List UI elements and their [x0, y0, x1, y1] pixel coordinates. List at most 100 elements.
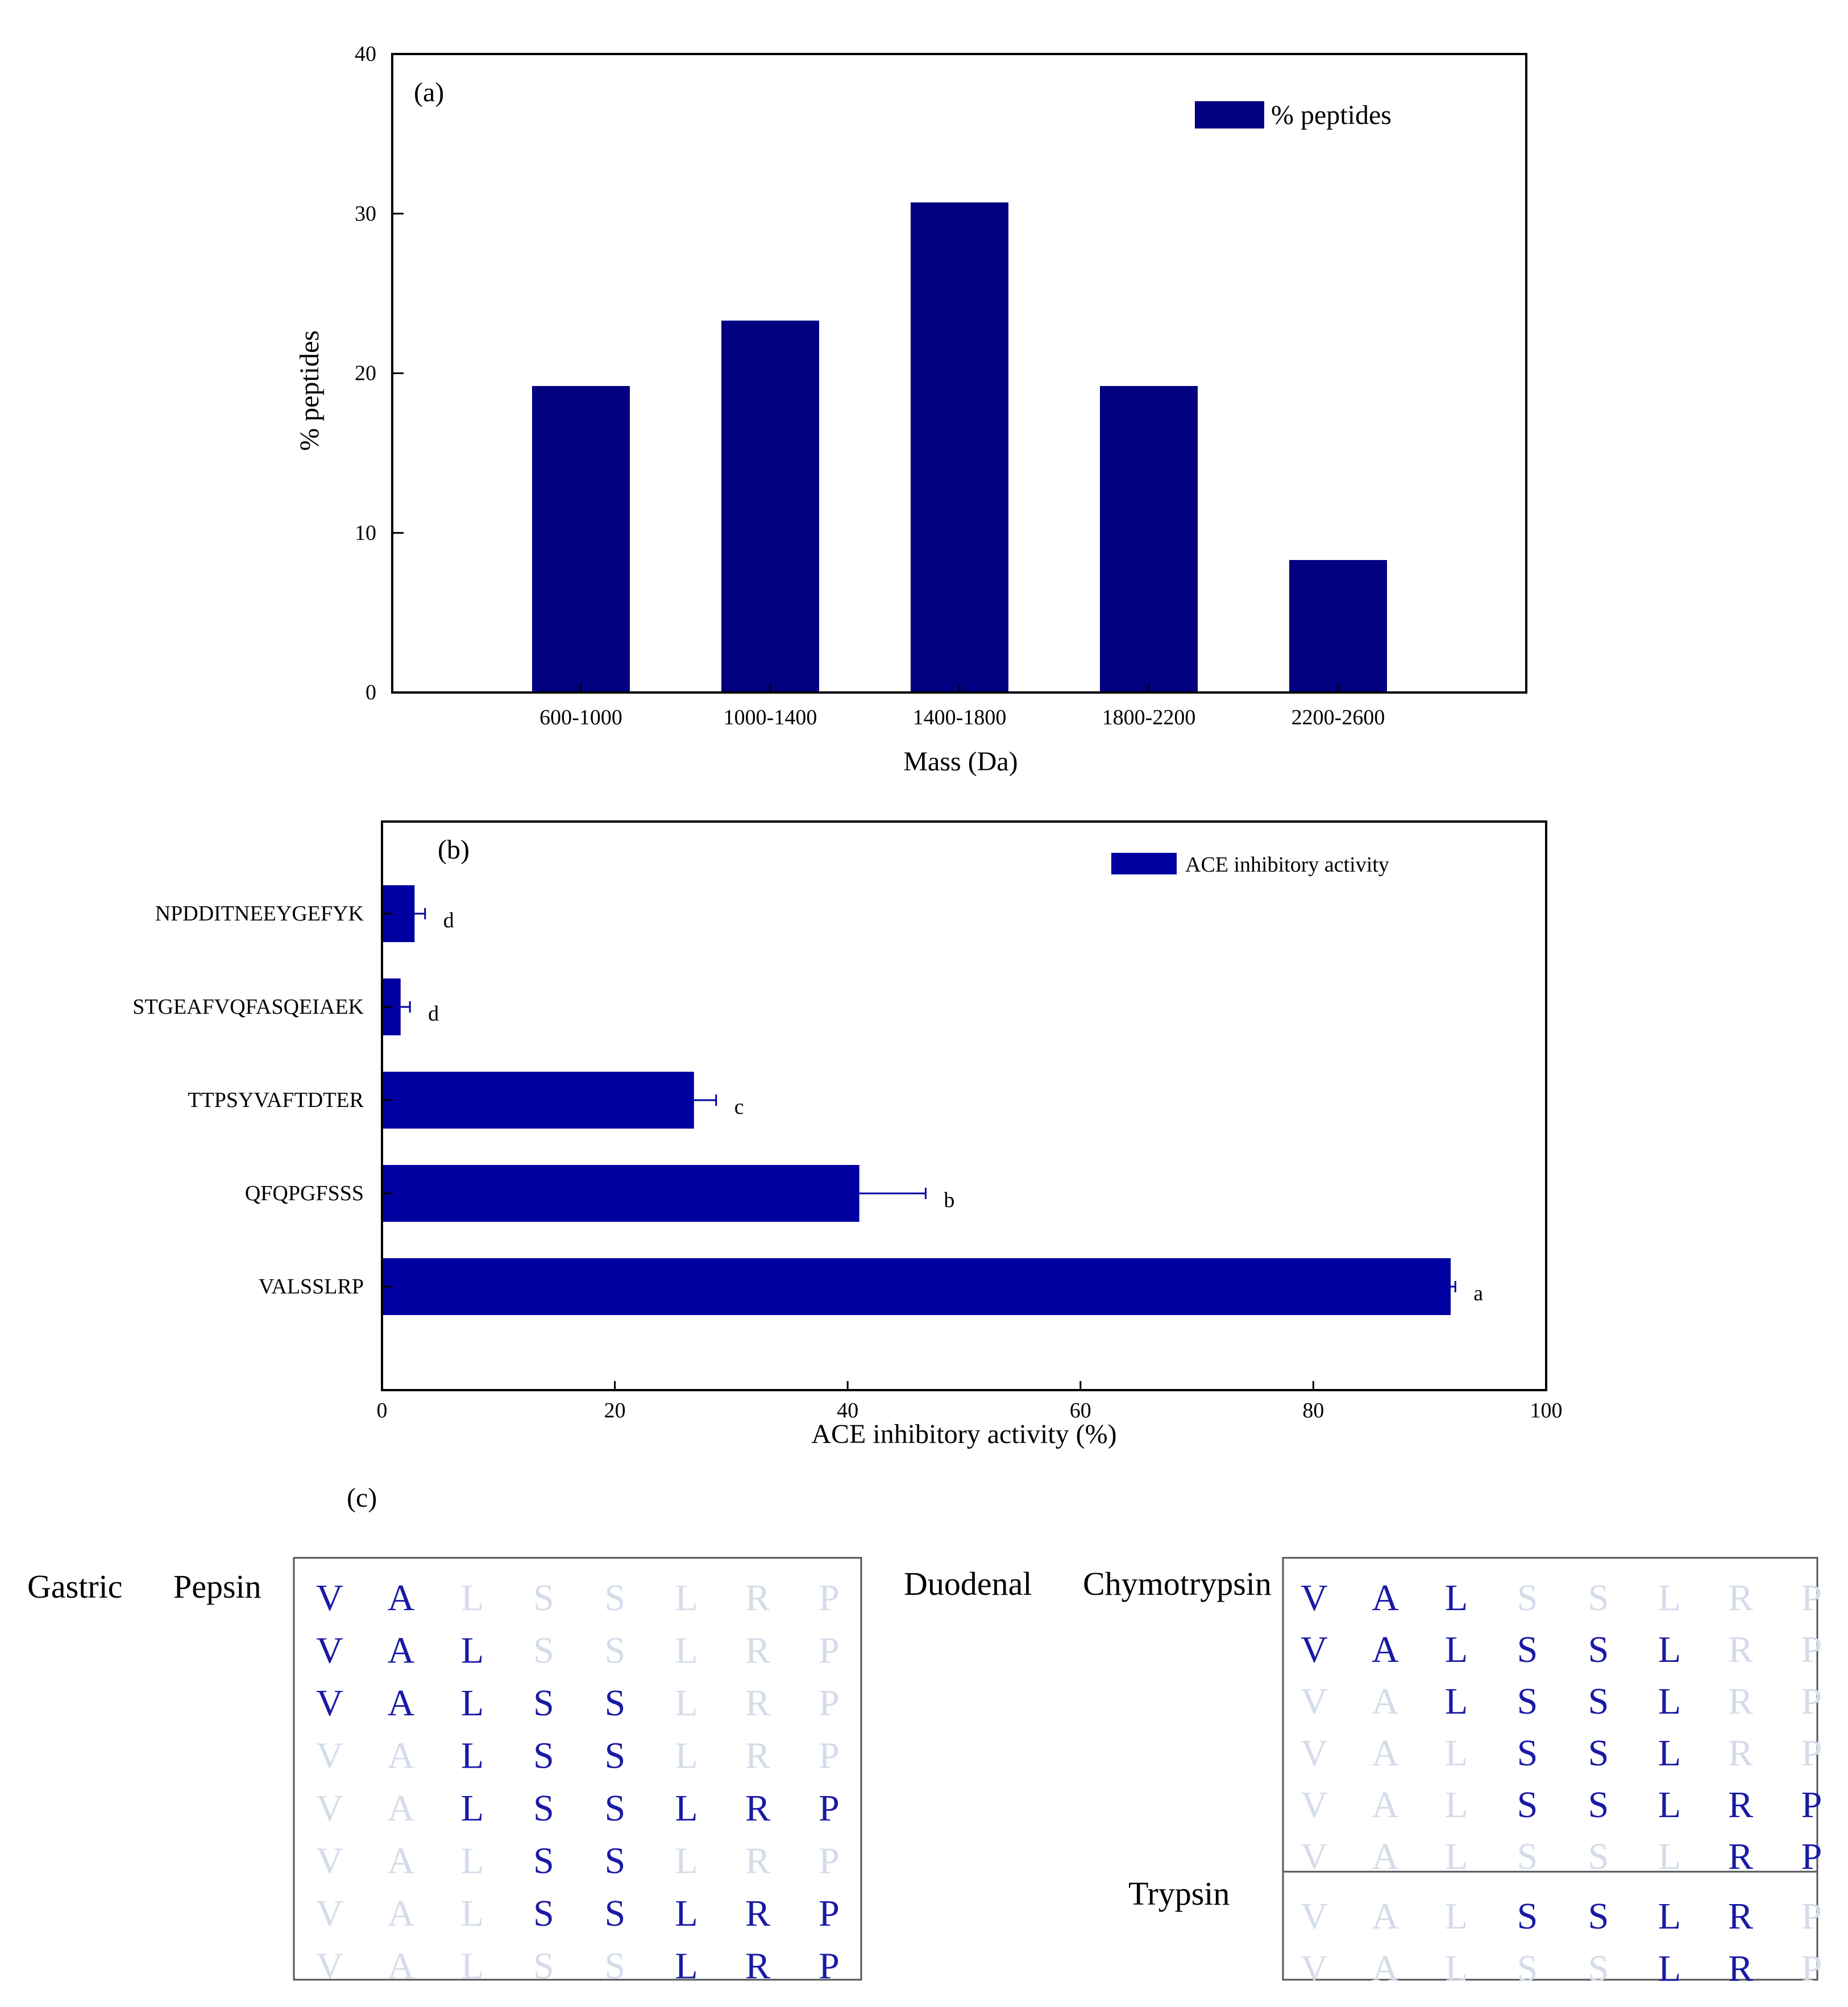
- chart-b-category-label: TTPSYVAFTDTER: [188, 1088, 364, 1112]
- duodenal-label: Duodenal: [904, 1565, 1032, 1602]
- chymotrypsin-residue: R: [1728, 1836, 1753, 1877]
- pepsin-residue: P: [819, 1630, 840, 1672]
- pepsin-fragments: V A L S S L R PV A L S S L R PV A L S S L R PV A L S S L R PV A L S S L R P…: [316, 1577, 840, 1987]
- chymotrypsin-residue: S: [1517, 1836, 1538, 1877]
- chymotrypsin-residue: P: [1801, 1784, 1822, 1826]
- chymotrypsin-residue: L: [1658, 1784, 1681, 1826]
- chart-b-x-tick-label: 40: [837, 1399, 858, 1423]
- chart-a-legend-label: % peptides: [1271, 100, 1392, 130]
- chymotrypsin-residue: R: [1728, 1577, 1753, 1619]
- chymotrypsin-residue: V: [1301, 1784, 1328, 1826]
- chymotrypsin-residue: S: [1588, 1629, 1609, 1670]
- chymotrypsin-residue: R: [1728, 1732, 1753, 1774]
- pepsin-residue: L: [461, 1630, 484, 1672]
- pepsin-residue: L: [675, 1840, 697, 1882]
- chart-b-x-tick-label: 0: [377, 1399, 388, 1423]
- chymotrypsin-residue: A: [1372, 1629, 1399, 1670]
- pepsin-residue: A: [388, 1840, 415, 1882]
- pepsin-residue: L: [461, 1577, 484, 1619]
- chart-b-category-label: VALSSLRP: [259, 1275, 364, 1299]
- chymotrypsin-fragments: V A L S S L R PV A L S S L R PV A L S S L R PV A L S S L R PV A L S S L R P…: [1301, 1577, 1822, 1877]
- chymotrypsin-residue: A: [1372, 1836, 1399, 1877]
- trypsin-label: Trypsin: [1128, 1875, 1230, 1912]
- chart-b-category-label: NPDDITNEEYGEFYK: [155, 902, 364, 926]
- pepsin-residue: S: [605, 1893, 626, 1934]
- chymotrypsin-label: Chymotrypsin: [1083, 1565, 1272, 1602]
- chart-b-significance-letter: b: [944, 1188, 954, 1212]
- chymotrypsin-residue: S: [1517, 1681, 1538, 1722]
- pepsin-residue: S: [605, 1946, 626, 1987]
- trypsin-residue: R: [1728, 1948, 1753, 1989]
- chart-a-bars: [532, 202, 1387, 693]
- pepsin-residue: V: [316, 1735, 343, 1777]
- pepsin-residue: V: [316, 1630, 343, 1672]
- chart-a-y-tick-label: 10: [355, 521, 376, 545]
- trypsin-residue: L: [1445, 1948, 1468, 1989]
- trypsin-residue: R: [1728, 1896, 1753, 1937]
- chart-a-panel-label: (a): [414, 77, 444, 107]
- chymotrypsin-residue: L: [1445, 1784, 1468, 1826]
- chymotrypsin-residue: R: [1728, 1681, 1753, 1722]
- trypsin-residue: A: [1372, 1948, 1399, 1989]
- chart-a-x-title: Mass (Da): [903, 747, 1018, 777]
- chart-b-significance-letter: a: [1473, 1282, 1483, 1305]
- pepsin-residue: L: [461, 1735, 484, 1777]
- pepsin-residue: R: [745, 1682, 770, 1724]
- pepsin-residue: S: [605, 1735, 626, 1777]
- chart-a: 0 10 20 30 40 600-1000 1000-1400 1400-1800 1800…: [294, 42, 1527, 777]
- pepsin-residue: S: [605, 1577, 626, 1619]
- chymotrypsin-residue: A: [1372, 1784, 1399, 1826]
- chart-b-frame: [381, 820, 1547, 1391]
- trypsin-residue: V: [1301, 1896, 1328, 1937]
- chart-b-category-label: QFQPGFSSS: [245, 1181, 364, 1205]
- chymotrypsin-residue: L: [1658, 1836, 1681, 1877]
- pepsin-residue: R: [745, 1577, 770, 1619]
- chart-a-y-tick-label: 0: [366, 681, 376, 704]
- pepsin-residue: S: [533, 1840, 554, 1882]
- trypsin-residue: P: [1801, 1896, 1822, 1937]
- pepsin-residue: P: [819, 1788, 840, 1829]
- pepsin-residue: S: [533, 1577, 554, 1619]
- pepsin-residue: L: [675, 1577, 697, 1619]
- pepsin-residue: L: [675, 1682, 697, 1724]
- trypsin-residue: L: [1658, 1948, 1681, 1989]
- pepsin-residue: A: [388, 1946, 415, 1987]
- pepsin-residue: P: [819, 1840, 840, 1882]
- chymotrypsin-residue: P: [1801, 1836, 1822, 1877]
- chart-b-y-axis: NPDDITNEEYGEFYK STGEAFVQFASQEIAEK TTPSYVAF…: [132, 902, 392, 1299]
- chymotrypsin-residue: L: [1658, 1732, 1681, 1774]
- pepsin-residue: R: [745, 1946, 770, 1987]
- chart-b-category-label: STGEAFVQFASQEIAEK: [132, 995, 364, 1019]
- pepsin-residue: A: [388, 1893, 415, 1934]
- pepsin-residue: V: [316, 1893, 343, 1934]
- chart-a-legend-swatch: [1195, 101, 1264, 128]
- chart-a-x-tick-label: 600-1000: [539, 706, 622, 729]
- pepsin-residue: L: [675, 1788, 697, 1829]
- chart-a-bar-1400-1800: [911, 202, 1008, 693]
- chart-b-bar-VALSSLRP: [382, 1258, 1451, 1315]
- chymotrypsin-residue: A: [1372, 1732, 1399, 1774]
- gastric-label: Gastric: [27, 1568, 123, 1605]
- chymotrypsin-residue: V: [1301, 1629, 1328, 1670]
- chart-a-x-tick-label: 1800-2200: [1102, 706, 1196, 729]
- chart-a-x-tick-label: 1400-1800: [913, 706, 1007, 729]
- pepsin-residue: L: [461, 1946, 484, 1987]
- chymotrypsin-residue: P: [1801, 1629, 1822, 1670]
- chymotrypsin-residue: S: [1588, 1836, 1609, 1877]
- pepsin-residue: S: [605, 1630, 626, 1672]
- pepsin-residue: P: [819, 1577, 840, 1619]
- trypsin-residue: L: [1445, 1896, 1468, 1937]
- chymotrypsin-residue: S: [1517, 1629, 1538, 1670]
- trypsin-fragments: V A L S S L R PV A L S S L R P: [1301, 1896, 1822, 1989]
- pepsin-residue: R: [745, 1840, 770, 1882]
- pepsin-residue: P: [819, 1682, 840, 1724]
- chymotrypsin-residue: P: [1801, 1577, 1822, 1619]
- pepsin-label: Pepsin: [173, 1568, 261, 1605]
- chymotrypsin-residue: S: [1517, 1732, 1538, 1774]
- chymotrypsin-residue: L: [1445, 1577, 1468, 1619]
- chymotrypsin-residue: S: [1588, 1681, 1609, 1722]
- chart-a-x-tick-label: 1000-1400: [724, 706, 817, 729]
- pepsin-residue: S: [533, 1682, 554, 1724]
- pepsin-residue: L: [461, 1840, 484, 1882]
- pepsin-residue: L: [675, 1946, 697, 1987]
